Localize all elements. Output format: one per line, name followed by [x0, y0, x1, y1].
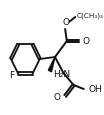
- Text: OH: OH: [89, 85, 103, 94]
- Text: O: O: [54, 93, 61, 102]
- Text: O: O: [63, 18, 69, 27]
- Polygon shape: [48, 58, 55, 72]
- Text: F: F: [9, 71, 14, 80]
- Text: H₂N: H₂N: [53, 70, 70, 79]
- Text: C(CH₃)₃: C(CH₃)₃: [76, 13, 103, 19]
- Text: O: O: [83, 37, 90, 46]
